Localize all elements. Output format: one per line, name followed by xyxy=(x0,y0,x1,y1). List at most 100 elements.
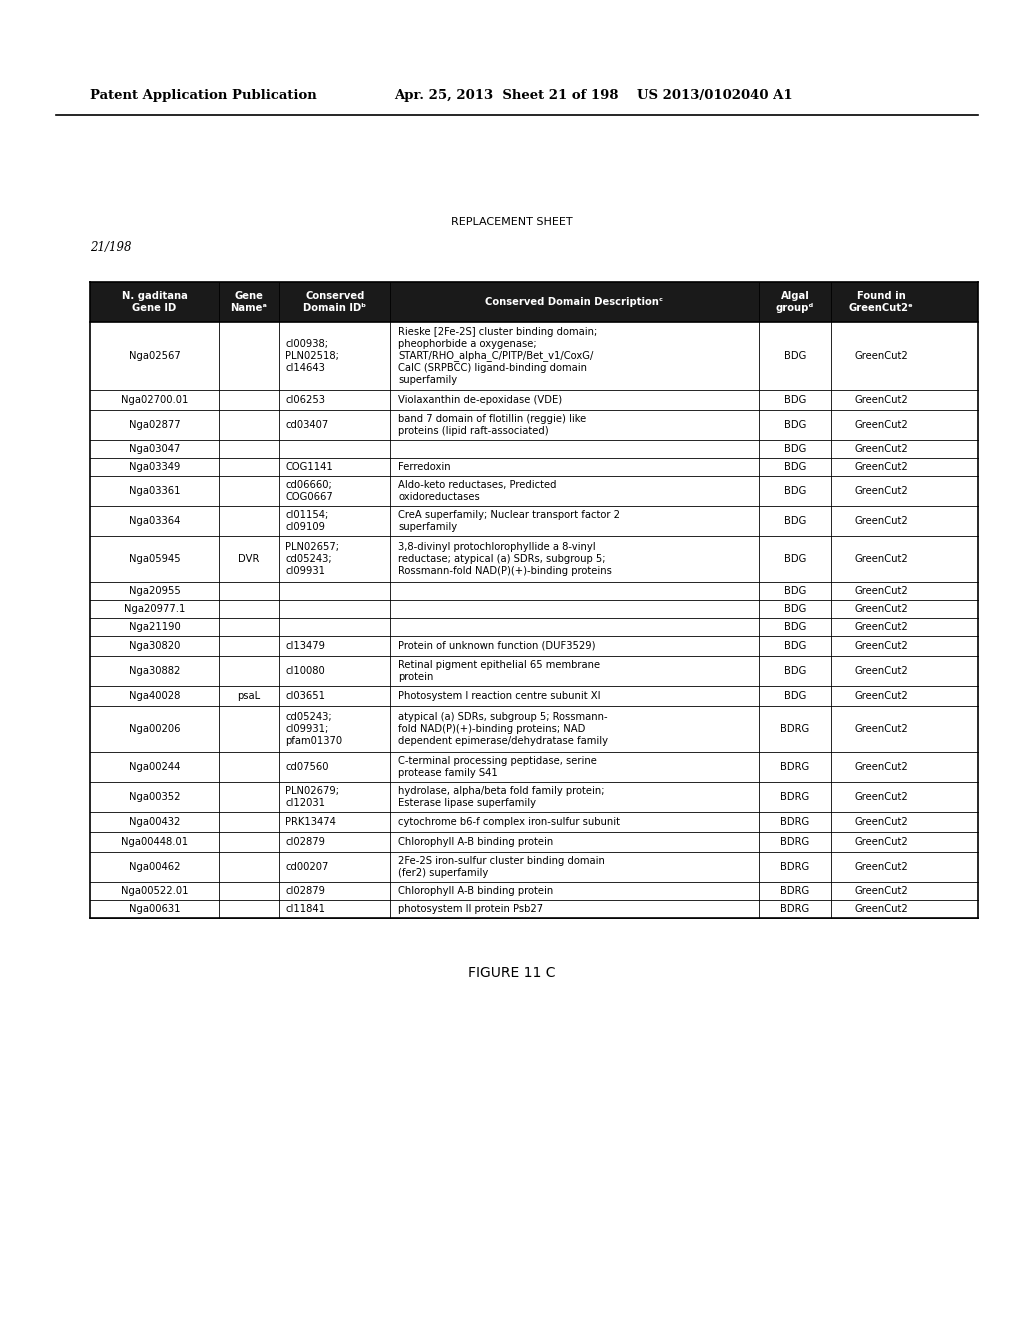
Text: cl11841: cl11841 xyxy=(286,904,326,913)
Text: band 7 domain of flotillin (reggie) like
proteins (lipid raft-associated): band 7 domain of flotillin (reggie) like… xyxy=(398,414,587,436)
Text: GreenCut2: GreenCut2 xyxy=(854,395,908,405)
Text: BDG: BDG xyxy=(783,622,806,632)
Text: Nga00631: Nga00631 xyxy=(129,904,180,913)
Text: BDG: BDG xyxy=(783,462,806,473)
Text: cl02879: cl02879 xyxy=(286,837,326,847)
Text: N. gaditana
Gene ID: N. gaditana Gene ID xyxy=(122,292,187,313)
Text: cytochrome b6-f complex iron-sulfur subunit: cytochrome b6-f complex iron-sulfur subu… xyxy=(398,817,621,828)
Text: Nga00462: Nga00462 xyxy=(129,862,180,873)
Text: cd06660;
COG0667: cd06660; COG0667 xyxy=(286,480,333,502)
Text: Ferredoxin: Ferredoxin xyxy=(398,462,451,473)
Text: Nga30820: Nga30820 xyxy=(129,642,180,651)
Text: Nga00432: Nga00432 xyxy=(129,817,180,828)
Text: Nga40028: Nga40028 xyxy=(129,690,180,701)
Text: Nga00352: Nga00352 xyxy=(129,792,180,803)
Text: GreenCut2: GreenCut2 xyxy=(854,486,908,496)
Text: BDRG: BDRG xyxy=(780,862,810,873)
Text: GreenCut2: GreenCut2 xyxy=(854,817,908,828)
Text: BDG: BDG xyxy=(783,605,806,614)
Text: CreA superfamily; Nuclear transport factor 2
superfamily: CreA superfamily; Nuclear transport fact… xyxy=(398,510,621,532)
Text: Nga21190: Nga21190 xyxy=(129,622,180,632)
Text: GreenCut2: GreenCut2 xyxy=(854,622,908,632)
Text: BDG: BDG xyxy=(783,444,806,454)
Text: PLN02679;
cl12031: PLN02679; cl12031 xyxy=(286,785,339,808)
Text: BDG: BDG xyxy=(783,586,806,597)
Text: BDG: BDG xyxy=(783,642,806,651)
Text: BDRG: BDRG xyxy=(780,723,810,734)
Text: PLN02657;
cd05243;
cl09931: PLN02657; cd05243; cl09931 xyxy=(286,543,339,576)
Text: Chlorophyll A-B binding protein: Chlorophyll A-B binding protein xyxy=(398,886,554,896)
Text: Nga00522.01: Nga00522.01 xyxy=(121,886,188,896)
Text: GreenCut2: GreenCut2 xyxy=(854,642,908,651)
Text: 3,8-divinyl protochlorophyllide a 8-vinyl
reductase; atypical (a) SDRs, subgroup: 3,8-divinyl protochlorophyllide a 8-viny… xyxy=(398,543,612,576)
Text: GreenCut2: GreenCut2 xyxy=(854,690,908,701)
Text: GreenCut2: GreenCut2 xyxy=(854,586,908,597)
Text: cd05243;
cl09931;
pfam01370: cd05243; cl09931; pfam01370 xyxy=(286,711,342,746)
Text: Aldo-keto reductases, Predicted
oxidoreductases: Aldo-keto reductases, Predicted oxidored… xyxy=(398,480,557,502)
Text: cd00207: cd00207 xyxy=(286,862,329,873)
Text: GreenCut2: GreenCut2 xyxy=(854,723,908,734)
Text: Nga02700.01: Nga02700.01 xyxy=(121,395,188,405)
Text: psaL: psaL xyxy=(238,690,260,701)
Text: COG1141: COG1141 xyxy=(286,462,333,473)
Text: Conserved
Domain IDᵇ: Conserved Domain IDᵇ xyxy=(303,292,367,313)
Text: Nga20977.1: Nga20977.1 xyxy=(124,605,185,614)
Text: GreenCut2: GreenCut2 xyxy=(854,667,908,676)
Text: Gene
Nameᵃ: Gene Nameᵃ xyxy=(230,292,267,313)
Text: 2Fe-2S iron-sulfur cluster binding domain
(fer2) superfamily: 2Fe-2S iron-sulfur cluster binding domai… xyxy=(398,855,605,878)
Text: Nga03361: Nga03361 xyxy=(129,486,180,496)
Text: GreenCut2: GreenCut2 xyxy=(854,837,908,847)
Text: FIGURE 11 C: FIGURE 11 C xyxy=(468,966,556,979)
Text: cl13479: cl13479 xyxy=(286,642,326,651)
Text: GreenCut2: GreenCut2 xyxy=(854,462,908,473)
Text: PRK13474: PRK13474 xyxy=(286,817,336,828)
Text: Nga02567: Nga02567 xyxy=(129,351,180,360)
Text: Retinal pigment epithelial 65 membrane
protein: Retinal pigment epithelial 65 membrane p… xyxy=(398,660,600,682)
Text: Rieske [2Fe-2S] cluster binding domain;
pheophorbide a oxygenase;
START/RHO_alph: Rieske [2Fe-2S] cluster binding domain; … xyxy=(398,326,598,385)
Text: cl03651: cl03651 xyxy=(286,690,326,701)
Text: Nga03364: Nga03364 xyxy=(129,516,180,525)
Text: Nga30882: Nga30882 xyxy=(129,667,180,676)
Text: Patent Application Publication: Patent Application Publication xyxy=(90,88,316,102)
Text: Chlorophyll A-B binding protein: Chlorophyll A-B binding protein xyxy=(398,837,554,847)
Text: Nga00244: Nga00244 xyxy=(129,762,180,772)
Text: Protein of unknown function (DUF3529): Protein of unknown function (DUF3529) xyxy=(398,642,596,651)
Text: cd03407: cd03407 xyxy=(286,420,329,430)
Text: Nga03047: Nga03047 xyxy=(129,444,180,454)
Text: GreenCut2: GreenCut2 xyxy=(854,554,908,564)
Text: Photosystem I reaction centre subunit XI: Photosystem I reaction centre subunit XI xyxy=(398,690,601,701)
Text: BDRG: BDRG xyxy=(780,886,810,896)
Text: BDG: BDG xyxy=(783,690,806,701)
Text: DVR: DVR xyxy=(239,554,260,564)
Text: BDG: BDG xyxy=(783,516,806,525)
Text: Nga03349: Nga03349 xyxy=(129,462,180,473)
Text: Apr. 25, 2013  Sheet 21 of 198    US 2013/0102040 A1: Apr. 25, 2013 Sheet 21 of 198 US 2013/01… xyxy=(394,88,793,102)
Text: BDRG: BDRG xyxy=(780,837,810,847)
Text: BDG: BDG xyxy=(783,395,806,405)
Text: cl02879: cl02879 xyxy=(286,886,326,896)
Text: BDG: BDG xyxy=(783,667,806,676)
Text: GreenCut2: GreenCut2 xyxy=(854,516,908,525)
Text: cl01154;
cl09109: cl01154; cl09109 xyxy=(286,510,329,532)
Text: Violaxanthin de-epoxidase (VDE): Violaxanthin de-epoxidase (VDE) xyxy=(398,395,562,405)
Text: GreenCut2: GreenCut2 xyxy=(854,886,908,896)
Text: BDG: BDG xyxy=(783,351,806,360)
Text: cl00938;
PLN02518;
cl14643: cl00938; PLN02518; cl14643 xyxy=(286,339,339,374)
Text: BDRG: BDRG xyxy=(780,792,810,803)
Text: BDG: BDG xyxy=(783,554,806,564)
Text: BDRG: BDRG xyxy=(780,817,810,828)
Text: GreenCut2: GreenCut2 xyxy=(854,762,908,772)
Text: GreenCut2: GreenCut2 xyxy=(854,792,908,803)
Text: cl10080: cl10080 xyxy=(286,667,325,676)
Text: 21/198: 21/198 xyxy=(90,242,132,255)
Text: BDG: BDG xyxy=(783,420,806,430)
Text: Nga00206: Nga00206 xyxy=(129,723,180,734)
Text: Nga00448.01: Nga00448.01 xyxy=(121,837,188,847)
Text: cl06253: cl06253 xyxy=(286,395,326,405)
Text: BDRG: BDRG xyxy=(780,762,810,772)
Text: REPLACEMENT SHEET: REPLACEMENT SHEET xyxy=(452,216,572,227)
Text: Algal
groupᵈ: Algal groupᵈ xyxy=(776,292,814,313)
Text: cd07560: cd07560 xyxy=(286,762,329,772)
Text: Conserved Domain Descriptionᶜ: Conserved Domain Descriptionᶜ xyxy=(485,297,664,308)
Text: GreenCut2: GreenCut2 xyxy=(854,420,908,430)
